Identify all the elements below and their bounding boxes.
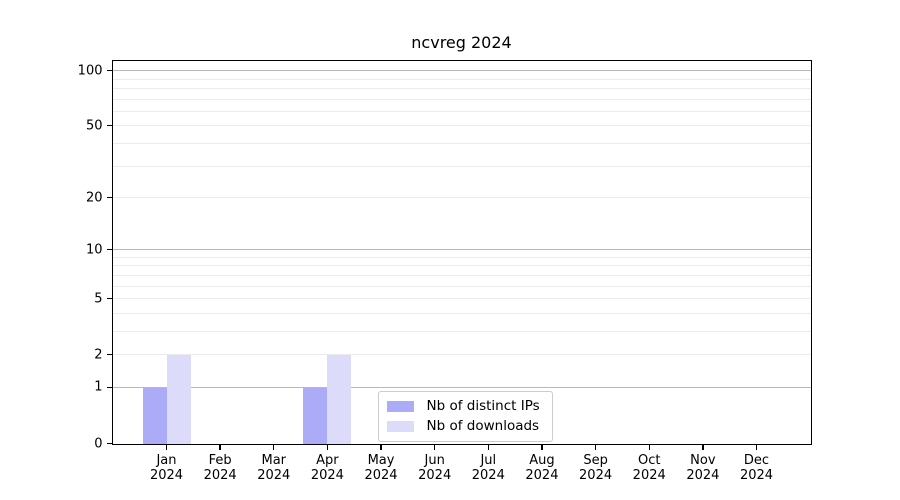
x-tick-label-feb: Feb 2024 [190,453,250,483]
x-tick-mark-mar [273,445,275,450]
legend-label-nb-of-downloads: Nb of downloads [426,417,540,434]
x-tick-label-year-apr: 2024 [310,467,344,483]
x-tick-label-year-feb: 2024 [203,467,237,483]
x-tick-label-sep: Sep 2024 [566,453,626,483]
x-tick-label-nov: Nov 2024 [673,453,733,483]
gridline-major-1 [112,386,811,389]
gridline-minor-60 [112,110,811,112]
x-tick-label-month-oct: Oct [637,452,661,468]
x-tick-label-oct: Oct 2024 [619,453,679,483]
x-tick-label-dec: Dec 2024 [726,453,786,483]
chart-title: ncvreg 2024 [411,32,512,52]
y-tick-mark-1 [106,386,113,389]
x-tick-label-month-aug: Aug [529,452,555,468]
x-tick-label-apr: Apr 2024 [297,453,357,483]
x-tick-label-month-jul: Jul [480,452,497,468]
x-tick-label-year-may: 2024 [364,467,398,483]
gridline-minor-4 [112,312,811,314]
x-tick-label-jun: Jun 2024 [405,453,465,483]
bar-nb-of-downloads-jan [166,354,191,444]
x-tick-label-year-mar: 2024 [257,467,291,483]
y-tick-label-2: 2 [94,347,103,363]
y-tick-mark-2 [106,354,113,356]
legend-swatch-nb-of-distinct-ips [386,400,414,412]
x-tick-mark-jun [433,445,436,450]
x-tick-mark-feb [219,445,221,450]
x-tick-label-month-apr: Apr [316,452,339,468]
y-tick-label-20: 20 [85,190,103,205]
x-tick-label-year-jan: 2024 [149,467,184,483]
y-tick-label-50: 50 [85,118,103,134]
legend-label-nb-of-distinct-ips: Nb of distinct IPs [426,397,540,414]
gridline-minor-8 [112,265,811,267]
x-tick-mark-aug [541,445,543,450]
x-tick-label-year-jun: 2024 [418,467,452,483]
x-tick-mark-apr [326,445,329,450]
x-tick-mark-nov [702,445,704,450]
gridline-minor-50 [112,125,811,127]
gridline-minor-2 [112,354,811,356]
gridline-major-10 [112,249,811,251]
x-tick-mark-oct [648,445,650,450]
x-tick-mark-jul [487,445,489,450]
y-tick-label-10: 10 [85,242,103,258]
x-tick-label-month-jun: Jun [424,452,445,468]
gridline-minor-90 [112,78,811,80]
y-tick-label-100: 100 [77,63,103,79]
gridline-minor-3 [112,330,811,332]
legend-swatch-nb-of-downloads [386,420,414,432]
x-tick-label-month-may: May [367,452,395,468]
gridline-minor-9 [112,256,811,258]
y-tick-mark-50 [106,125,113,127]
plot-area: ncvreg 2024 0 1 2 5 10 20 50 100 Jan 2024 Feb 2024 M… [78,33,812,483]
x-tick-label-aug: Aug 2024 [512,453,572,483]
y-tick-mark-100 [106,69,113,72]
x-tick-label-year-jul: 2024 [471,467,505,483]
legend-entry-nb-of-downloads: Nb of downloads [386,417,540,434]
legend-entry-nb-of-distinct-ips: Nb of distinct IPs [386,397,540,414]
gridline-minor-70 [112,98,811,100]
gridline-minor-7 [112,274,811,276]
x-tick-label-jan: Jan 2024 [137,453,197,483]
y-tick-mark-10 [106,249,113,251]
x-tick-label-year-sep: 2024 [579,467,613,483]
gridline-minor-6 [112,285,811,287]
bar-nb-of-distinct-ips-apr [303,387,328,444]
x-tick-label-mar: Mar 2024 [244,453,304,483]
x-tick-label-month-dec: Dec [743,452,770,468]
y-tick-mark-5 [106,298,113,300]
x-tick-label-month-sep: Sep [583,452,608,468]
gridline-minor-20 [112,197,811,198]
y-tick-mark-0 [106,442,113,445]
gridline-minor-30 [112,165,811,167]
y-tick-mark-20 [106,196,113,199]
gridline-minor-5 [112,298,811,300]
gridline-minor-40 [112,142,811,144]
x-tick-label-month-jan: Jan [156,452,177,468]
y-tick-label-0: 0 [94,436,103,451]
gridline-minor-80 [112,87,811,89]
x-tick-label-year-nov: 2024 [686,467,720,483]
x-tick-label-may: May 2024 [351,453,411,483]
bar-nb-of-downloads-apr [327,354,352,444]
x-tick-label-month-mar: Mar [261,452,287,468]
x-tick-label-month-nov: Nov [690,452,716,468]
x-tick-label-year-oct: 2024 [632,467,666,483]
legend: Nb of distinct IPs Nb of downloads [377,390,553,442]
x-tick-label-year-dec: 2024 [739,467,774,483]
x-tick-label-month-feb: Feb [208,452,232,468]
x-tick-mark-may [380,445,382,450]
x-tick-mark-sep [594,445,597,450]
x-tick-label-jul: Jul 2024 [458,453,518,483]
y-tick-label-1: 1 [94,379,103,395]
x-tick-label-year-aug: 2024 [525,467,559,483]
gridline-major-100 [112,69,811,72]
y-tick-label-5: 5 [94,291,103,307]
bar-nb-of-distinct-ips-jan [142,387,167,444]
x-tick-mark-jan [165,445,168,450]
x-tick-mark-dec [755,445,758,450]
